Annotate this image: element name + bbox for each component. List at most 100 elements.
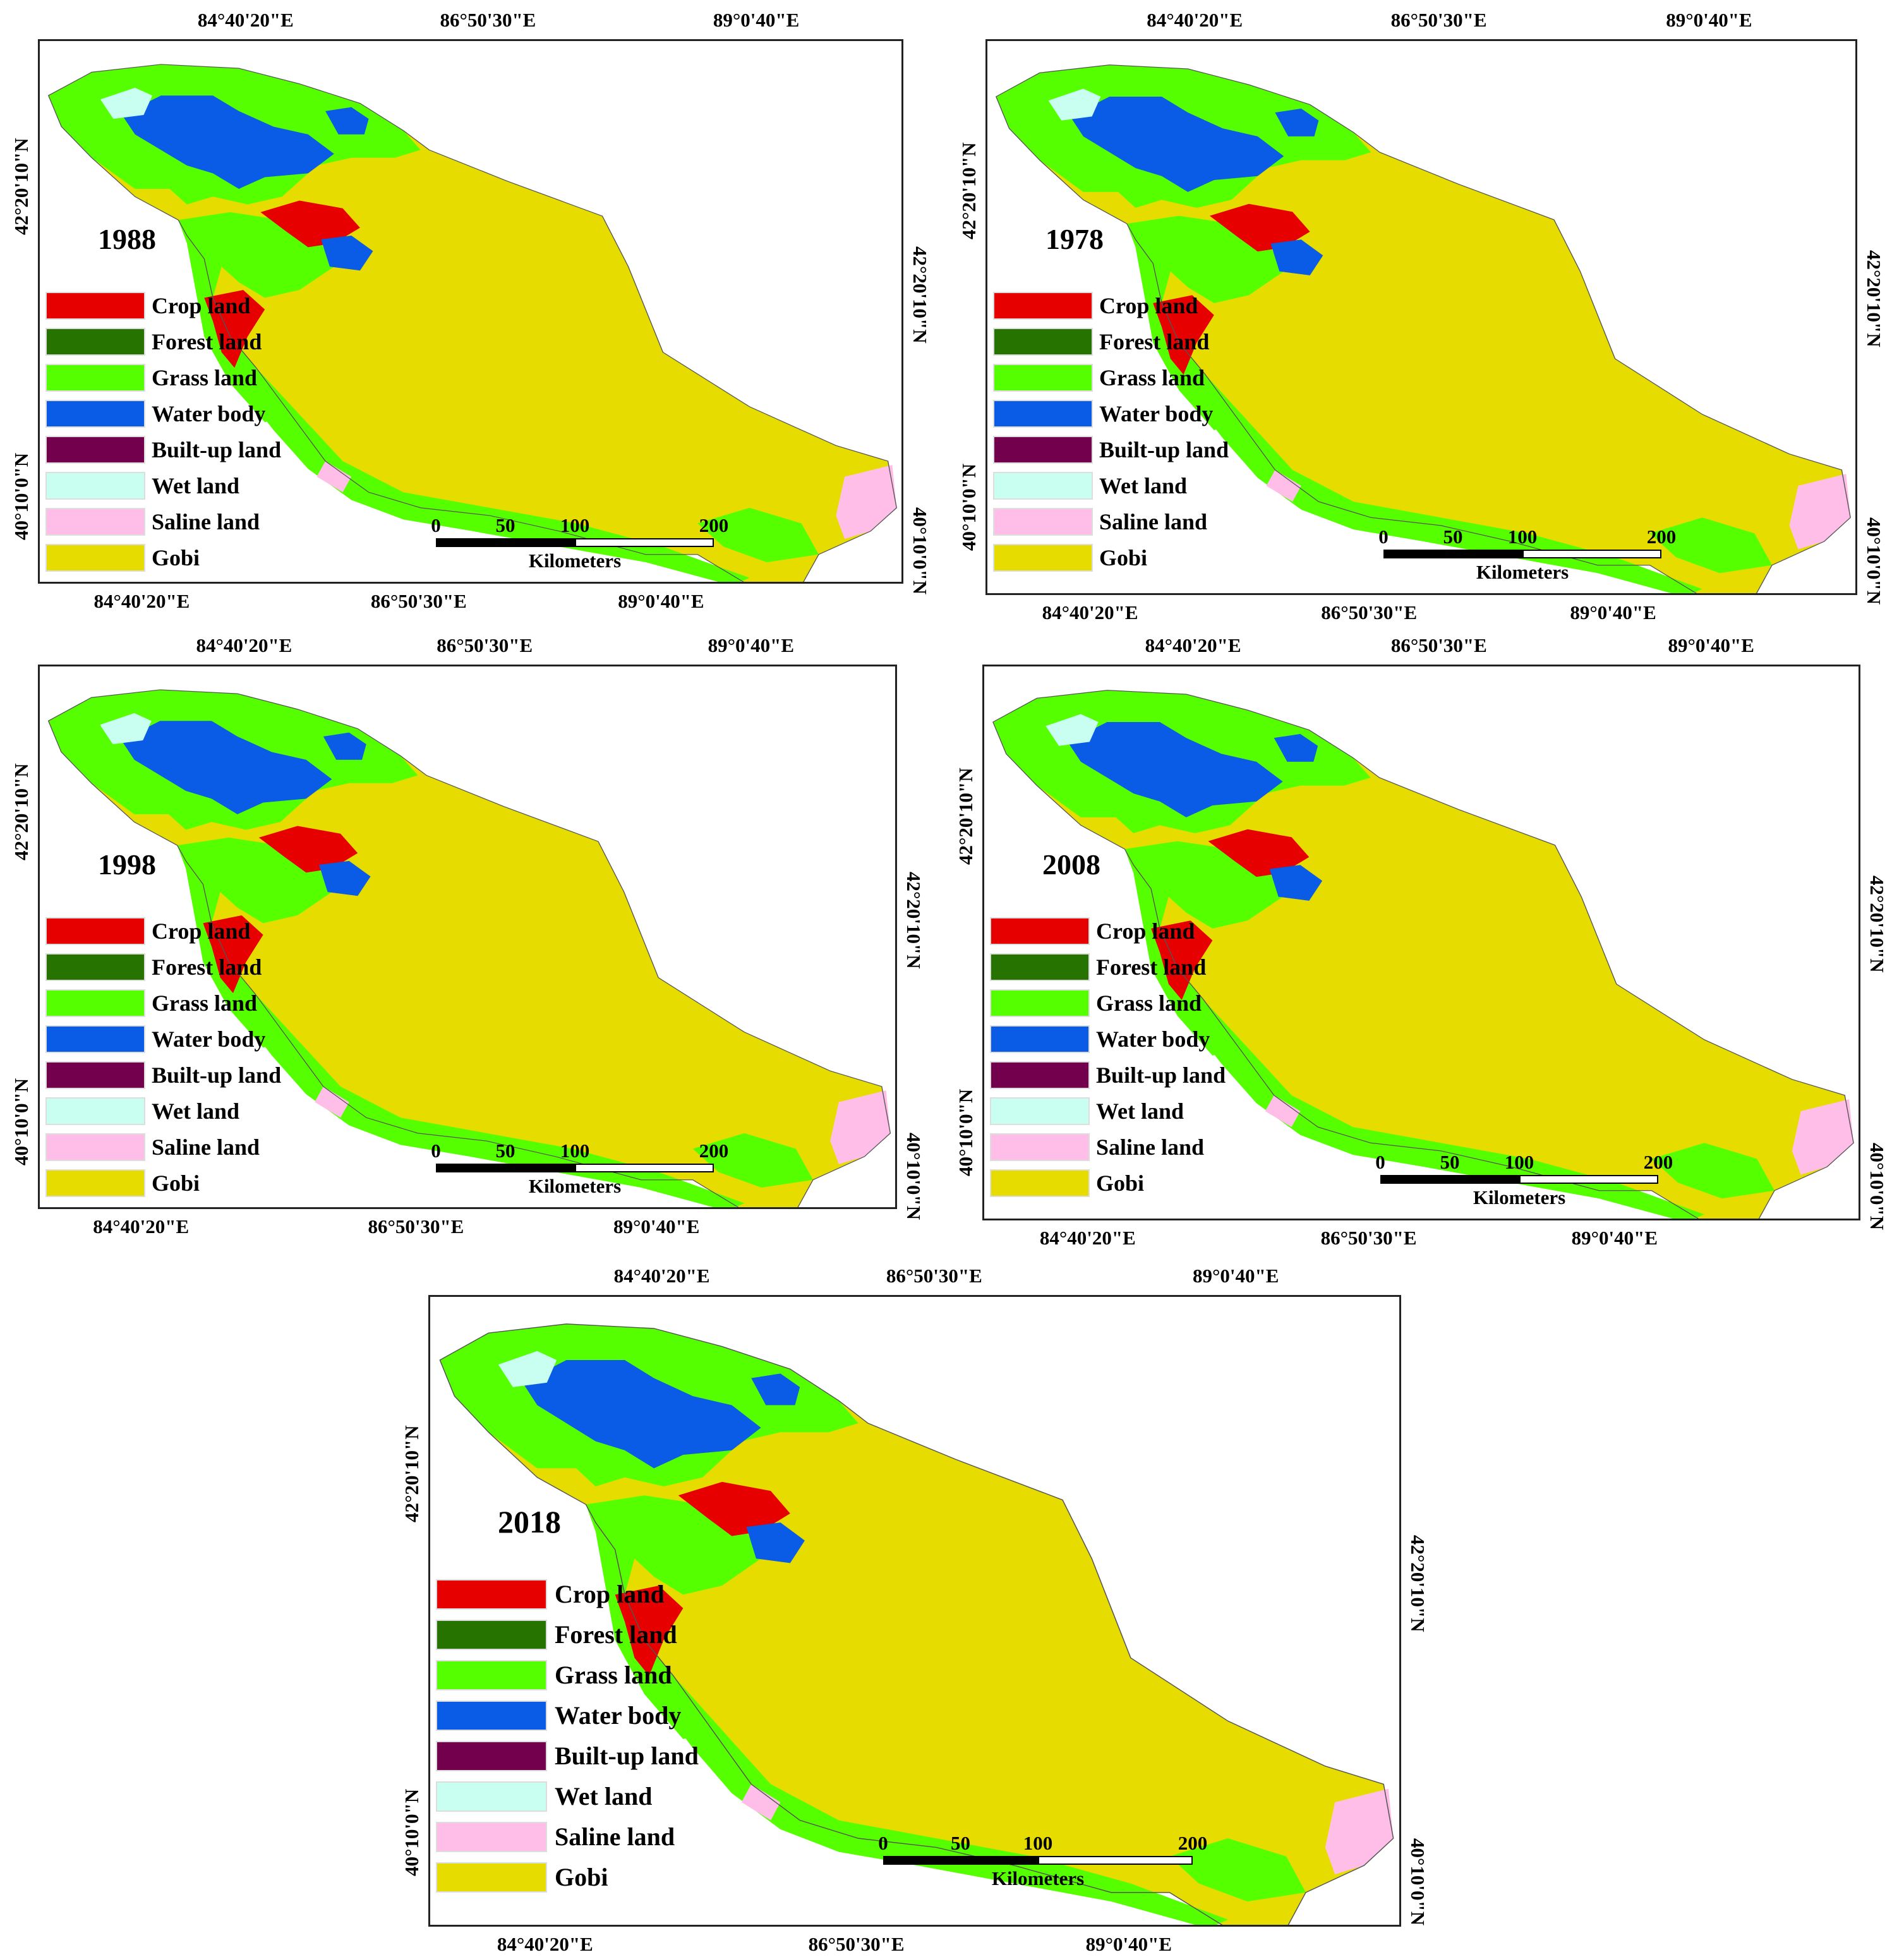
scale-bar: 0 50 100 200 Kilometers — [1375, 1151, 1673, 1214]
longitude-label-top: 84°40'20"E — [197, 9, 294, 31]
map-panel-1998: 84°40'20"E 86°50'30"E 89°0'40"E 84°40'20"E 8… — [10, 634, 925, 1237]
legend-swatch — [45, 917, 145, 945]
scale-unit: Kilometers — [1473, 1186, 1566, 1208]
year-label: 1998 — [98, 848, 156, 881]
latitude-label-left: 42°20'10"N — [401, 1425, 423, 1522]
map-panel-2018: 84°40'20"E 86°50'30"E 89°0'40"E 84°40'20"E 8… — [401, 1265, 1429, 1955]
longitude-label-bottom: 89°0'40"E — [618, 590, 704, 612]
legend-swatch — [45, 508, 145, 536]
legend-swatch — [990, 989, 1090, 1017]
latitude-label-right: 40°10'0"N — [903, 1133, 925, 1220]
scale-tick: 100 — [1023, 1832, 1053, 1854]
scale-tick: 50 — [1443, 526, 1463, 548]
scale-segment-black — [436, 538, 575, 547]
water-region-mountains — [121, 721, 332, 814]
legend-swatch — [45, 989, 145, 1017]
grass-region-east — [1169, 1838, 1306, 1902]
year-label: 2008 — [1042, 848, 1100, 881]
grass-region-mid — [1126, 215, 1284, 430]
longitude-label-bottom: 89°0'40"E — [1570, 601, 1656, 623]
scale-tick: 200 — [1643, 1151, 1673, 1173]
legend-label: Water body — [1099, 401, 1214, 426]
latitude-label-right: 42°20'10"N — [909, 246, 931, 344]
latitude-label-right: 40°10'0"N — [909, 507, 931, 595]
crop-region-west — [1151, 920, 1213, 1000]
legend-label: Gobi — [555, 1863, 608, 1891]
scale-segment-black — [1383, 550, 1522, 558]
latitude-label-right: 42°20'10"N — [903, 871, 925, 969]
wet-region-nw — [498, 1351, 557, 1387]
longitude-label-top: 84°40'20"E — [1145, 634, 1241, 656]
water-region-ne — [1274, 733, 1318, 762]
legend-swatch — [45, 292, 145, 320]
legend-swatch — [993, 292, 1093, 320]
legend-swatch — [436, 1660, 547, 1690]
legend-swatch — [993, 400, 1093, 428]
saline-region-se — [1325, 1788, 1394, 1875]
legend-label: Built-up land — [1099, 437, 1229, 462]
scale-segment-black — [1380, 1175, 1519, 1184]
saline-region-se — [1789, 474, 1851, 550]
basin-outline — [992, 690, 1854, 1219]
longitude-label-top: 89°0'40"E — [713, 9, 800, 31]
legend-label: Grass land — [152, 991, 258, 1016]
wet-region-nw — [1048, 88, 1101, 121]
latitude-label-right: 40°10'0"N — [1863, 517, 1885, 605]
latitude-label-right: 42°20'10"N — [1407, 1535, 1429, 1632]
scale-tick: 0 — [431, 1140, 441, 1162]
longitude-label-bottom: 89°0'40"E — [1571, 1227, 1658, 1249]
legend-label: Grass land — [555, 1661, 672, 1689]
legend-label: Gobi — [152, 1171, 200, 1196]
legend-label: Grass land — [1096, 991, 1202, 1016]
longitude-label-top: 86°50'30"E — [1390, 634, 1487, 656]
crop-region-central — [1208, 829, 1310, 877]
legend-swatch — [990, 1025, 1090, 1053]
longitude-label-top: 84°40'20"E — [1147, 9, 1243, 31]
basin-outline — [47, 689, 891, 1207]
legend-swatch — [993, 328, 1093, 356]
scale-tick: 100 — [560, 1140, 590, 1162]
legend-label: Saline land — [1099, 509, 1208, 534]
scale-segment-white — [1522, 550, 1661, 558]
longitude-label-top: 86°50'30"E — [440, 9, 536, 31]
lake — [321, 235, 373, 271]
wet-region-nw — [1045, 714, 1099, 746]
longitude-label-top: 89°0'40"E — [1668, 634, 1754, 656]
scale-segment-black — [883, 1856, 1038, 1865]
water-region-ne — [323, 732, 366, 760]
legend-swatch — [993, 364, 1093, 392]
legend-label: Water body — [152, 401, 266, 426]
scale-unit: Kilometers — [528, 550, 622, 572]
legend-label: Water body — [555, 1701, 682, 1730]
wet-region-nw — [100, 87, 153, 119]
longitude-label-bottom: 89°0'40"E — [613, 1215, 700, 1237]
map-frame — [38, 39, 903, 584]
basin-outline — [439, 1323, 1394, 1925]
legend-swatch — [436, 1620, 547, 1650]
land-cover-map — [439, 1323, 1394, 1925]
land-cover-map — [47, 64, 898, 582]
land-cover-map — [995, 64, 1851, 593]
scale-bar: 0 50 100 200 Kilometers — [878, 1832, 1207, 1895]
scale-tick: 200 — [1646, 526, 1677, 548]
land-cover-map — [47, 689, 891, 1207]
scale-tick: 200 — [699, 1140, 729, 1162]
legend-label: Built-up land — [152, 437, 282, 462]
scale-segment-white — [1519, 1175, 1658, 1184]
crop-region-west — [615, 1586, 684, 1676]
scale-segment-white — [575, 1164, 714, 1172]
grass-region-mid — [177, 837, 332, 1048]
legend-label: Saline land — [555, 1822, 675, 1851]
legend-label: Crop land — [1099, 293, 1198, 318]
map-frame — [428, 1295, 1401, 1927]
legend-label: Wet land — [555, 1782, 653, 1810]
longitude-label-bottom: 86°50'30"E — [808, 1933, 905, 1955]
wet-region-nw — [100, 713, 152, 745]
legend-label: Crop land — [152, 918, 251, 944]
map-frame — [985, 39, 1857, 595]
scale-tick: 0 — [1375, 1151, 1385, 1173]
legend-label: Gobi — [1096, 1171, 1145, 1196]
basin-outline — [995, 64, 1851, 593]
legend-label: Forest land — [1099, 329, 1210, 354]
water-region-mountains — [122, 95, 334, 189]
